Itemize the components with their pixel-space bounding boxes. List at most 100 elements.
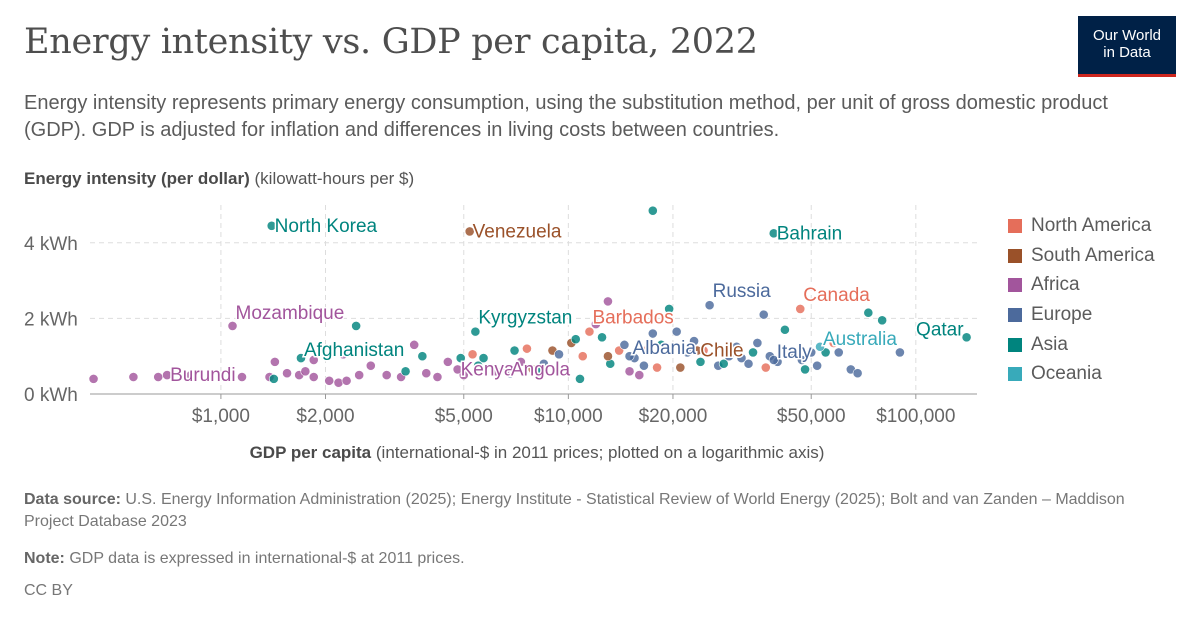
data-point[interactable]	[828, 338, 839, 348]
data-point[interactable]	[603, 351, 613, 362]
data-point[interactable]	[88, 373, 99, 384]
data-point[interactable]	[458, 370, 469, 380]
data-point[interactable]	[689, 336, 699, 346]
legend-item[interactable]: South America	[1008, 241, 1155, 271]
data-point[interactable]	[570, 334, 581, 345]
data-point[interactable]	[664, 304, 675, 314]
data-point[interactable]	[575, 373, 585, 384]
data-point[interactable]	[409, 339, 420, 350]
data-point[interactable]	[743, 358, 754, 369]
data-point[interactable]	[128, 372, 139, 382]
data-point[interactable]	[186, 370, 196, 380]
data-point[interactable]	[895, 347, 905, 358]
data-point[interactable]	[308, 355, 319, 365]
labeled-data-point[interactable]	[795, 304, 806, 314]
data-point[interactable]	[780, 324, 790, 335]
labeled-data-point[interactable]	[296, 353, 306, 363]
data-point[interactable]	[800, 364, 810, 375]
data-point[interactable]	[478, 353, 489, 363]
data-point[interactable]	[603, 296, 613, 307]
data-point[interactable]	[748, 347, 758, 358]
data-point[interactable]	[538, 358, 549, 369]
data-point[interactable]	[153, 372, 164, 382]
data-point[interactable]	[417, 351, 428, 362]
data-point[interactable]	[796, 355, 807, 365]
data-point[interactable]	[432, 372, 443, 382]
data-point[interactable]	[731, 341, 742, 352]
data-point[interactable]	[639, 360, 649, 371]
data-point[interactable]	[852, 368, 863, 379]
data-point[interactable]	[308, 372, 319, 382]
data-point[interactable]	[442, 356, 453, 367]
labeled-data-point[interactable]	[768, 228, 779, 239]
data-point[interactable]	[624, 366, 635, 377]
data-point[interactable]	[351, 321, 362, 331]
data-point[interactable]	[269, 356, 280, 367]
data-point[interactable]	[806, 347, 817, 358]
data-point[interactable]	[473, 360, 484, 371]
data-point[interactable]	[354, 370, 365, 380]
legend-item[interactable]: Europe	[1008, 300, 1155, 330]
data-point[interactable]	[877, 315, 888, 326]
data-point[interactable]	[491, 366, 502, 377]
data-point[interactable]	[760, 362, 771, 373]
labeled-data-point[interactable]	[464, 226, 475, 237]
data-point[interactable]	[282, 368, 292, 379]
data-point[interactable]	[863, 307, 874, 318]
labeled-data-point[interactable]	[470, 326, 481, 337]
data-point[interactable]	[758, 309, 769, 320]
labeled-data-point[interactable]	[768, 355, 779, 365]
data-point[interactable]	[675, 362, 686, 373]
data-point[interactable]	[619, 339, 630, 350]
labeled-data-point[interactable]	[227, 321, 238, 331]
labeled-data-point[interactable]	[692, 345, 703, 356]
labeled-data-point[interactable]	[704, 300, 715, 311]
data-point[interactable]	[577, 351, 588, 362]
data-point[interactable]	[554, 349, 564, 360]
data-point[interactable]	[533, 366, 544, 377]
data-point[interactable]	[656, 339, 667, 350]
data-point[interactable]	[300, 366, 311, 377]
data-point[interactable]	[736, 353, 747, 363]
data-point[interactable]	[647, 328, 658, 339]
data-point[interactable]	[752, 338, 763, 348]
data-point[interactable]	[455, 353, 466, 363]
data-point[interactable]	[833, 347, 844, 358]
owid-logo[interactable]: Our World in Data	[1078, 16, 1176, 77]
labeled-data-point[interactable]	[503, 364, 513, 375]
data-point[interactable]	[787, 347, 797, 358]
data-point[interactable]	[324, 375, 335, 386]
data-point[interactable]	[597, 332, 607, 343]
labeled-data-point[interactable]	[266, 220, 277, 231]
data-point[interactable]	[338, 349, 349, 360]
data-point[interactable]	[509, 345, 520, 356]
data-point[interactable]	[724, 351, 734, 362]
labeled-data-point[interactable]	[452, 364, 463, 375]
legend-item[interactable]: Asia	[1008, 330, 1155, 360]
data-point[interactable]	[237, 372, 247, 382]
labeled-data-point[interactable]	[815, 341, 825, 352]
data-point[interactable]	[634, 370, 645, 380]
data-point[interactable]	[643, 343, 654, 354]
data-point[interactable]	[522, 343, 532, 354]
data-point[interactable]	[682, 347, 693, 358]
data-point[interactable]	[590, 319, 601, 329]
labeled-data-point[interactable]	[624, 351, 635, 362]
data-point[interactable]	[647, 205, 658, 216]
data-point[interactable]	[365, 360, 376, 371]
data-point[interactable]	[333, 377, 344, 388]
data-point[interactable]	[718, 358, 729, 369]
data-point[interactable]	[671, 326, 682, 337]
labeled-data-point[interactable]	[584, 326, 595, 337]
legend-item[interactable]: Oceania	[1008, 359, 1155, 389]
data-point[interactable]	[652, 362, 662, 373]
data-point[interactable]	[421, 368, 432, 379]
legend-item[interactable]: North America	[1008, 211, 1155, 241]
data-point[interactable]	[812, 360, 823, 371]
data-point[interactable]	[341, 375, 352, 386]
legend-item[interactable]: Africa	[1008, 270, 1155, 300]
data-point[interactable]	[268, 373, 279, 384]
labeled-data-point[interactable]	[162, 370, 172, 380]
data-point[interactable]	[695, 356, 706, 367]
data-point[interactable]	[381, 370, 392, 380]
